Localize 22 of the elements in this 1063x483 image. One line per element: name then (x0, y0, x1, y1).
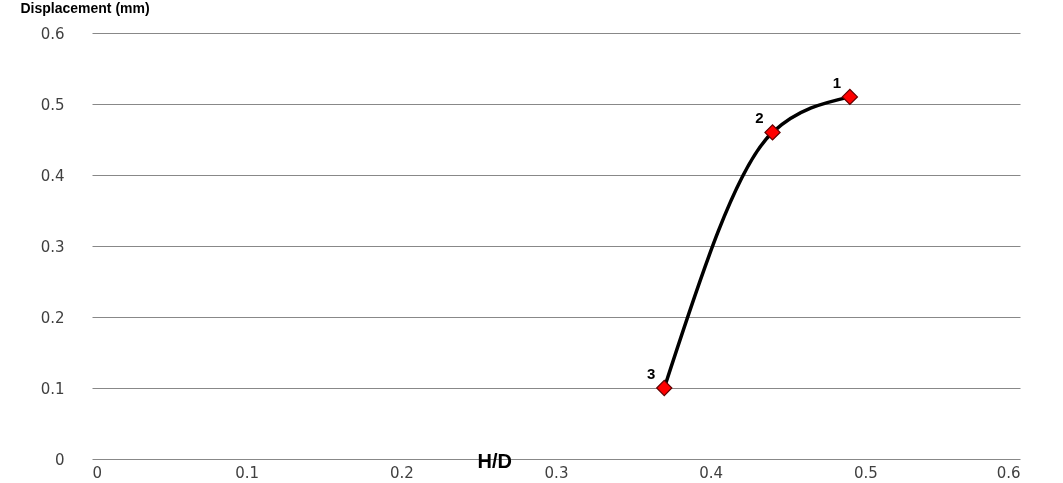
y-tick-label: 0.5 (40, 95, 65, 114)
y-tick-label: 0.6 (40, 24, 65, 43)
x-axis-title: H/D (477, 449, 512, 472)
x-tick-label: 0.5 (853, 463, 878, 482)
y-tick-label: 0.4 (40, 166, 65, 185)
point (764, 124, 781, 141)
y-axis-title: Displacement (mm) (20, 0, 150, 16)
x-tick-label: 0.6 (996, 463, 1021, 482)
y-tick-label: 0.1 (40, 379, 65, 398)
annotation: 2 (755, 109, 764, 127)
y-tick-label: 0.3 (40, 237, 65, 256)
x-tick-label: 0 (92, 463, 103, 482)
annotation: 1 (832, 73, 842, 91)
y-tick-label: 0.2 (40, 308, 65, 327)
x-tick-label: 0.3 (544, 463, 569, 482)
point (841, 88, 859, 106)
point (656, 379, 673, 397)
annotation: 3 (647, 365, 656, 382)
y-tick-label: 0 (54, 450, 65, 469)
x-tick-label: 0.2 (389, 463, 414, 482)
x-tick-label: 0.4 (699, 463, 724, 482)
x-tick-label: 0.1 (235, 463, 260, 482)
